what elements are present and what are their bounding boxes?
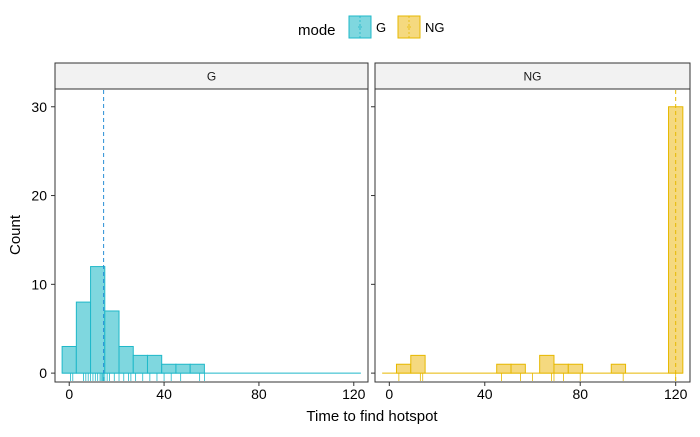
- histogram-bar: [395, 363, 412, 374]
- legend-item-g: G: [348, 15, 386, 39]
- histogram-bar: [146, 354, 163, 374]
- x-tick-label: 0: [65, 386, 73, 402]
- histogram-bar: [567, 363, 584, 374]
- histogram-bar: [510, 363, 526, 374]
- legend-label-ng: NG: [425, 20, 445, 35]
- facet-panel-g: G 0 40 80 120 0 10 20 30: [31, 62, 369, 402]
- y-tick-label: 0: [39, 365, 47, 381]
- legend-item-ng: NG: [397, 15, 445, 39]
- panel-border: [374, 88, 691, 383]
- y-tick-label: 30: [31, 99, 47, 115]
- histogram-bar: [118, 345, 134, 374]
- y-tick-label: 10: [31, 276, 47, 292]
- histogram-bar: [610, 363, 627, 374]
- y-tick-label: 20: [31, 188, 47, 204]
- legend-items: G NG: [348, 15, 445, 39]
- histogram-bar: [75, 301, 92, 374]
- facet-panel-ng: NG 0 40 80 120: [371, 62, 691, 402]
- legend-title: mode: [298, 22, 336, 39]
- facet-strip-label: NG: [524, 70, 542, 84]
- histogram-bar: [175, 363, 191, 374]
- histogram-bar: [189, 363, 205, 374]
- x-tick-label: 120: [664, 386, 688, 402]
- facet-panels: G 0 40 80 120 0 10 20 30 NG 0 40 80 120: [31, 62, 691, 402]
- y-axis-title: Count: [7, 214, 24, 255]
- x-axis-title: Time to find hotspot: [306, 408, 438, 425]
- x-tick-label: 80: [572, 386, 588, 402]
- histogram-bar: [553, 363, 569, 374]
- histogram-bar: [410, 354, 426, 374]
- x-tick-label: 80: [251, 386, 267, 402]
- histogram-bar: [539, 354, 555, 374]
- x-tick-label: 0: [385, 386, 393, 402]
- histogram-bar: [61, 345, 77, 374]
- histogram-bar: [161, 363, 177, 374]
- facet-strip-label: G: [207, 70, 216, 84]
- x-tick-label: 40: [156, 386, 172, 402]
- histogram-bar: [90, 266, 106, 374]
- histogram-bar: [104, 310, 120, 374]
- x-tick-label: 120: [342, 386, 366, 402]
- legend-label-g: G: [376, 20, 386, 35]
- histogram-bar: [496, 363, 512, 374]
- histogram-bar: [132, 354, 148, 374]
- facet-strip: [54, 62, 369, 90]
- x-tick-label: 40: [477, 386, 493, 402]
- legend: mode G NG: [298, 15, 445, 39]
